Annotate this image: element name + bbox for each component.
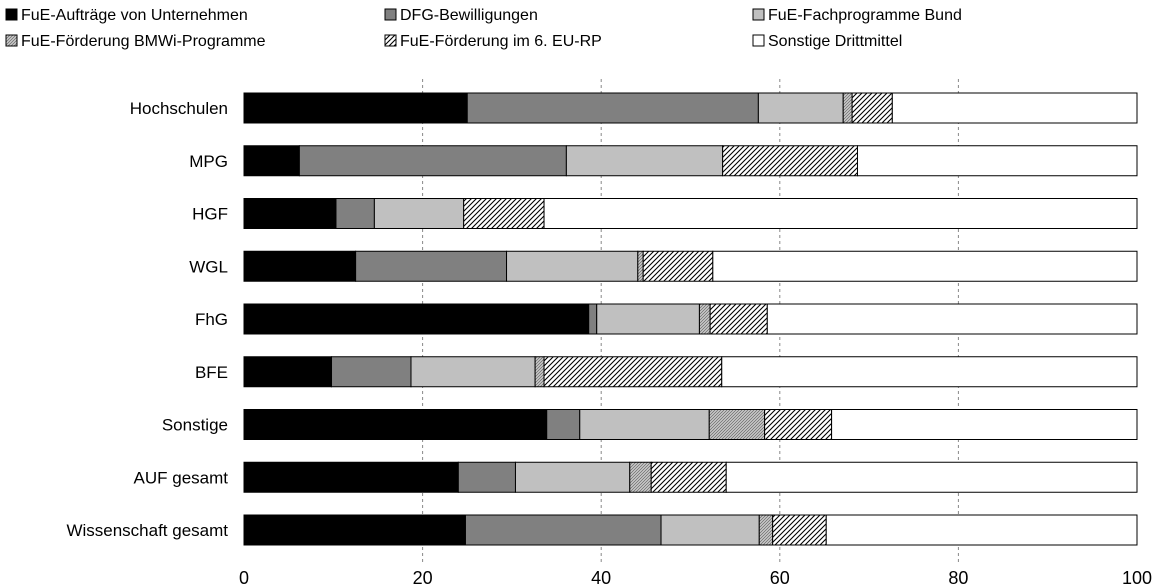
bar-segment: [722, 145, 858, 177]
x-tick-labels: 0 20 40 60 80 100: [239, 568, 1152, 587]
bar-segment: [629, 461, 652, 493]
bar-segment: [650, 461, 727, 493]
bar-segment: [543, 198, 1138, 229]
bar-segment: [709, 303, 768, 335]
bar-segment: [851, 92, 893, 124]
bar-segment: [514, 461, 631, 493]
bar-segment: [708, 409, 766, 440]
bar-segment: [757, 92, 844, 124]
legend-label: FuE-Aufträge von Unternehmen: [21, 7, 248, 24]
bar-segment: [331, 356, 412, 388]
bar-segment: [660, 514, 760, 546]
category-label: Sonstige: [162, 416, 228, 435]
bar-segment: [243, 461, 459, 493]
category-label: Hochschulen: [130, 99, 228, 118]
bar-segment: [596, 303, 700, 335]
bar-segment: [298, 145, 567, 177]
legend-label: FuE-Förderung im 6. EU-RP: [400, 33, 602, 50]
bar-segment: [243, 409, 548, 440]
y-tick-labels: Hochschulen MPG HGF WGL FhG BFE Sonstige AUF ge…: [66, 99, 228, 540]
legend-swatch: [5, 8, 18, 21]
bar-segment: [506, 250, 639, 282]
bar-segment: [772, 514, 827, 546]
x-tick-label: 40: [591, 568, 611, 587]
chart-legend: FuE-Aufträge von Unternehmen DFG-Bewillig…: [5, 7, 962, 50]
legend-label: FuE-Förderung BMWi-Programme: [21, 33, 266, 50]
bar-segment: [355, 250, 508, 282]
bar-segment: [579, 409, 710, 440]
bar-segment: [758, 514, 774, 546]
legend-label: Sonstige Drittmittel: [768, 33, 902, 50]
bar-segment: [243, 198, 337, 229]
category-label: WGL: [189, 257, 228, 276]
bar-series: [243, 92, 1138, 546]
category-label: MPG: [189, 152, 228, 171]
legend-swatch: [5, 34, 18, 47]
bar-segment: [725, 461, 1138, 493]
bar-segment: [534, 356, 545, 388]
bar-segment: [243, 250, 357, 282]
legend-swatch: [752, 34, 765, 47]
bar-segment: [464, 514, 662, 546]
bar-segment: [637, 250, 644, 282]
bar-segment: [825, 514, 1138, 546]
bar-segment: [463, 198, 545, 229]
category-label: FhG: [195, 310, 228, 329]
bar-segment: [335, 198, 375, 229]
bar-segment: [842, 92, 853, 124]
bar-segment: [712, 250, 1138, 282]
bar-segment: [721, 356, 1138, 388]
legend-swatch: [384, 34, 397, 47]
x-tick-label: 60: [770, 568, 790, 587]
bar-segment: [373, 198, 465, 229]
bar-segment: [243, 514, 466, 546]
bar-segment: [546, 409, 581, 440]
bar-segment: [891, 92, 1138, 124]
bar-segment: [698, 303, 711, 335]
legend-label: DFG-Bewilligungen: [400, 7, 538, 24]
bar-segment: [766, 303, 1138, 335]
bar-segment: [466, 92, 759, 124]
legend-swatch: [384, 8, 397, 21]
category-label: Wissenschaft gesamt: [66, 521, 228, 540]
bar-segment: [831, 409, 1138, 440]
x-tick-label: 80: [948, 568, 968, 587]
bar-segment: [543, 356, 723, 388]
legend-label: FuE-Fachprogramme Bund: [768, 7, 962, 24]
bar-segment: [243, 145, 300, 177]
bar-segment: [856, 145, 1138, 177]
bar-segment: [565, 145, 724, 177]
bar-segment: [243, 92, 468, 124]
bar-segment: [588, 303, 598, 335]
x-tick-label: 20: [413, 568, 433, 587]
bar-segment: [457, 461, 516, 493]
bar-segment: [410, 356, 536, 388]
bar-segment: [243, 303, 590, 335]
bar-segment: [243, 356, 333, 388]
x-tick-label: 100: [1122, 568, 1152, 587]
x-tick-label: 0: [239, 568, 249, 587]
legend-swatch: [752, 8, 765, 21]
category-label: BFE: [195, 363, 228, 382]
bar-segment: [642, 250, 714, 282]
bar-segment: [764, 409, 833, 440]
category-label: HGF: [192, 205, 228, 224]
category-label: AUF gesamt: [134, 468, 229, 487]
